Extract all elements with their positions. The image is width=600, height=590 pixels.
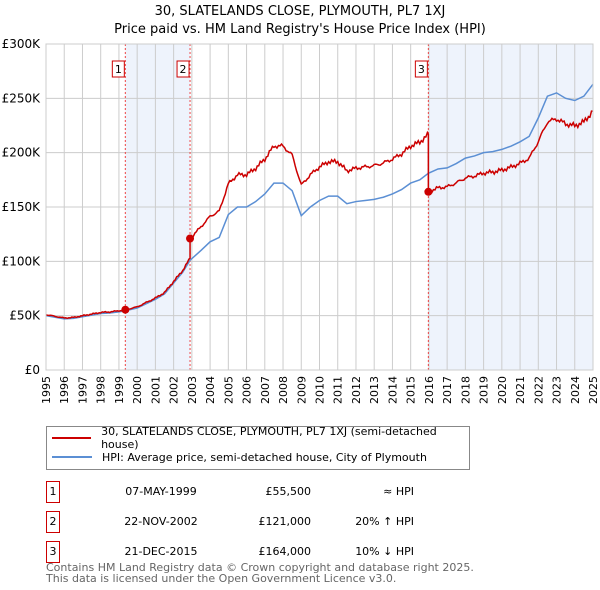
x-tick-label: 2009 bbox=[295, 376, 308, 404]
x-tick-label: 1999 bbox=[113, 376, 126, 404]
x-tick-label: 2005 bbox=[222, 376, 235, 404]
sale-number-label: 2 bbox=[180, 63, 187, 76]
x-tick-label: 2000 bbox=[131, 376, 144, 404]
x-tick-label: 1998 bbox=[95, 376, 108, 404]
sale-number-box bbox=[176, 60, 190, 78]
y-tick-label: £250K bbox=[2, 91, 42, 105]
x-tick-label: 2012 bbox=[350, 376, 363, 404]
property-series-line bbox=[45, 110, 594, 320]
plot-frame bbox=[45, 43, 594, 371]
sale-point bbox=[424, 187, 433, 196]
x-tick-label: 2018 bbox=[459, 376, 472, 404]
sale-hpi-comparison: ≈ HPI bbox=[383, 485, 414, 498]
price-chart: 1995 1996 1997 1998 1999 2000 2001 2002 2003 2004… bbox=[2, 37, 600, 404]
sale-row-3: 3 21-DEC-2015 £164,000 10% ↓ HPI bbox=[46, 541, 446, 563]
hpi-line-swatch bbox=[52, 456, 92, 458]
y-tick-label: £100K bbox=[2, 254, 42, 268]
x-tick-label: 2004 bbox=[204, 376, 217, 404]
x-tick-label: 2017 bbox=[441, 376, 454, 404]
sale-number-label: 1 bbox=[115, 63, 122, 76]
x-tick-label: 2001 bbox=[149, 376, 162, 404]
chart-title-subtitle: Price paid vs. HM Land Registry's House … bbox=[114, 22, 486, 37]
x-tick-label: 2008 bbox=[277, 376, 290, 404]
chart-title-address: 30, SLATELANDS CLOSE, PLYMOUTH, PL7 1XJ bbox=[154, 4, 446, 19]
hpi-series-line bbox=[45, 83, 594, 320]
sale-hpi-comparison: 20% ↑ HPI bbox=[355, 515, 414, 528]
x-tick-label: 1996 bbox=[58, 376, 71, 404]
property-line-swatch bbox=[52, 437, 92, 439]
sale-number-badge: 3 bbox=[46, 541, 60, 563]
x-tick-label: 2007 bbox=[259, 376, 272, 404]
sale-row-1: 1 07-MAY-1999 £55,500 ≈ HPI bbox=[46, 481, 446, 503]
x-tick-label: 2023 bbox=[551, 376, 564, 404]
sale-number-box bbox=[111, 60, 125, 78]
x-tick-label: 1997 bbox=[76, 376, 89, 404]
legend-label-hpi: HPI: Average price, semi-detached house,… bbox=[102, 450, 427, 464]
x-tick-label: 2025 bbox=[587, 376, 600, 404]
x-tick-label: 2006 bbox=[241, 376, 254, 404]
sale-point bbox=[121, 305, 130, 314]
footer-copyright: Contains HM Land Registry data © Crown c… bbox=[46, 561, 474, 574]
x-tick-label: 2015 bbox=[405, 376, 418, 404]
sale-number-badge: 2 bbox=[46, 511, 60, 533]
sale-price: £121,000 bbox=[258, 515, 312, 528]
sale-number-box bbox=[414, 60, 428, 78]
x-tick-label: 2013 bbox=[368, 376, 381, 404]
sale-number-label: 3 bbox=[418, 63, 425, 76]
x-tick-label: 2021 bbox=[514, 376, 527, 404]
legend-item-property: 30, SLATELANDS CLOSE, PLYMOUTH, PL7 1XJ … bbox=[52, 425, 469, 451]
sale-point bbox=[186, 234, 195, 243]
legend-label-property: 30, SLATELANDS CLOSE, PLYMOUTH, PL7 1XJ … bbox=[101, 425, 437, 451]
sale-date: 21-DEC-2015 bbox=[124, 545, 198, 558]
x-tick-label: 2019 bbox=[478, 376, 491, 404]
x-tick-label: 2003 bbox=[186, 376, 199, 404]
legend-item-hpi: HPI: Average price, semi-detached house,… bbox=[52, 449, 427, 465]
x-tick-label: 2014 bbox=[386, 376, 399, 404]
x-tick-label: 2020 bbox=[496, 376, 509, 404]
sale-hpi-comparison: 10% ↓ HPI bbox=[355, 545, 414, 558]
y-tick-label: £300K bbox=[2, 37, 42, 51]
x-tick-label: 2024 bbox=[569, 376, 582, 404]
x-tick-label: 1995 bbox=[40, 376, 53, 404]
y-tick-label: £200K bbox=[2, 146, 42, 160]
x-tick-label: 2022 bbox=[532, 376, 545, 404]
footer-licence: This data is licensed under the Open Gov… bbox=[46, 572, 397, 585]
y-tick-label: £50K bbox=[9, 309, 41, 323]
x-tick-label: 2010 bbox=[314, 376, 327, 404]
sale-price: £164,000 bbox=[258, 545, 312, 558]
y-tick-label: £150K bbox=[2, 200, 42, 214]
sale-price: £55,500 bbox=[265, 485, 312, 498]
sale-row-2: 2 22-NOV-2002 £121,000 20% ↑ HPI bbox=[46, 511, 446, 533]
x-tick-label: 2002 bbox=[168, 376, 181, 404]
sale-date: 07-MAY-1999 bbox=[125, 485, 197, 498]
sale-number-badge: 1 bbox=[46, 481, 60, 503]
sale-date: 22-NOV-2002 bbox=[124, 515, 198, 528]
x-tick-label: 2016 bbox=[423, 376, 436, 404]
x-tick-label: 2011 bbox=[332, 376, 345, 404]
y-tick-label: £0 bbox=[25, 363, 40, 377]
legend: 30, SLATELANDS CLOSE, PLYMOUTH, PL7 1XJ … bbox=[46, 425, 470, 470]
